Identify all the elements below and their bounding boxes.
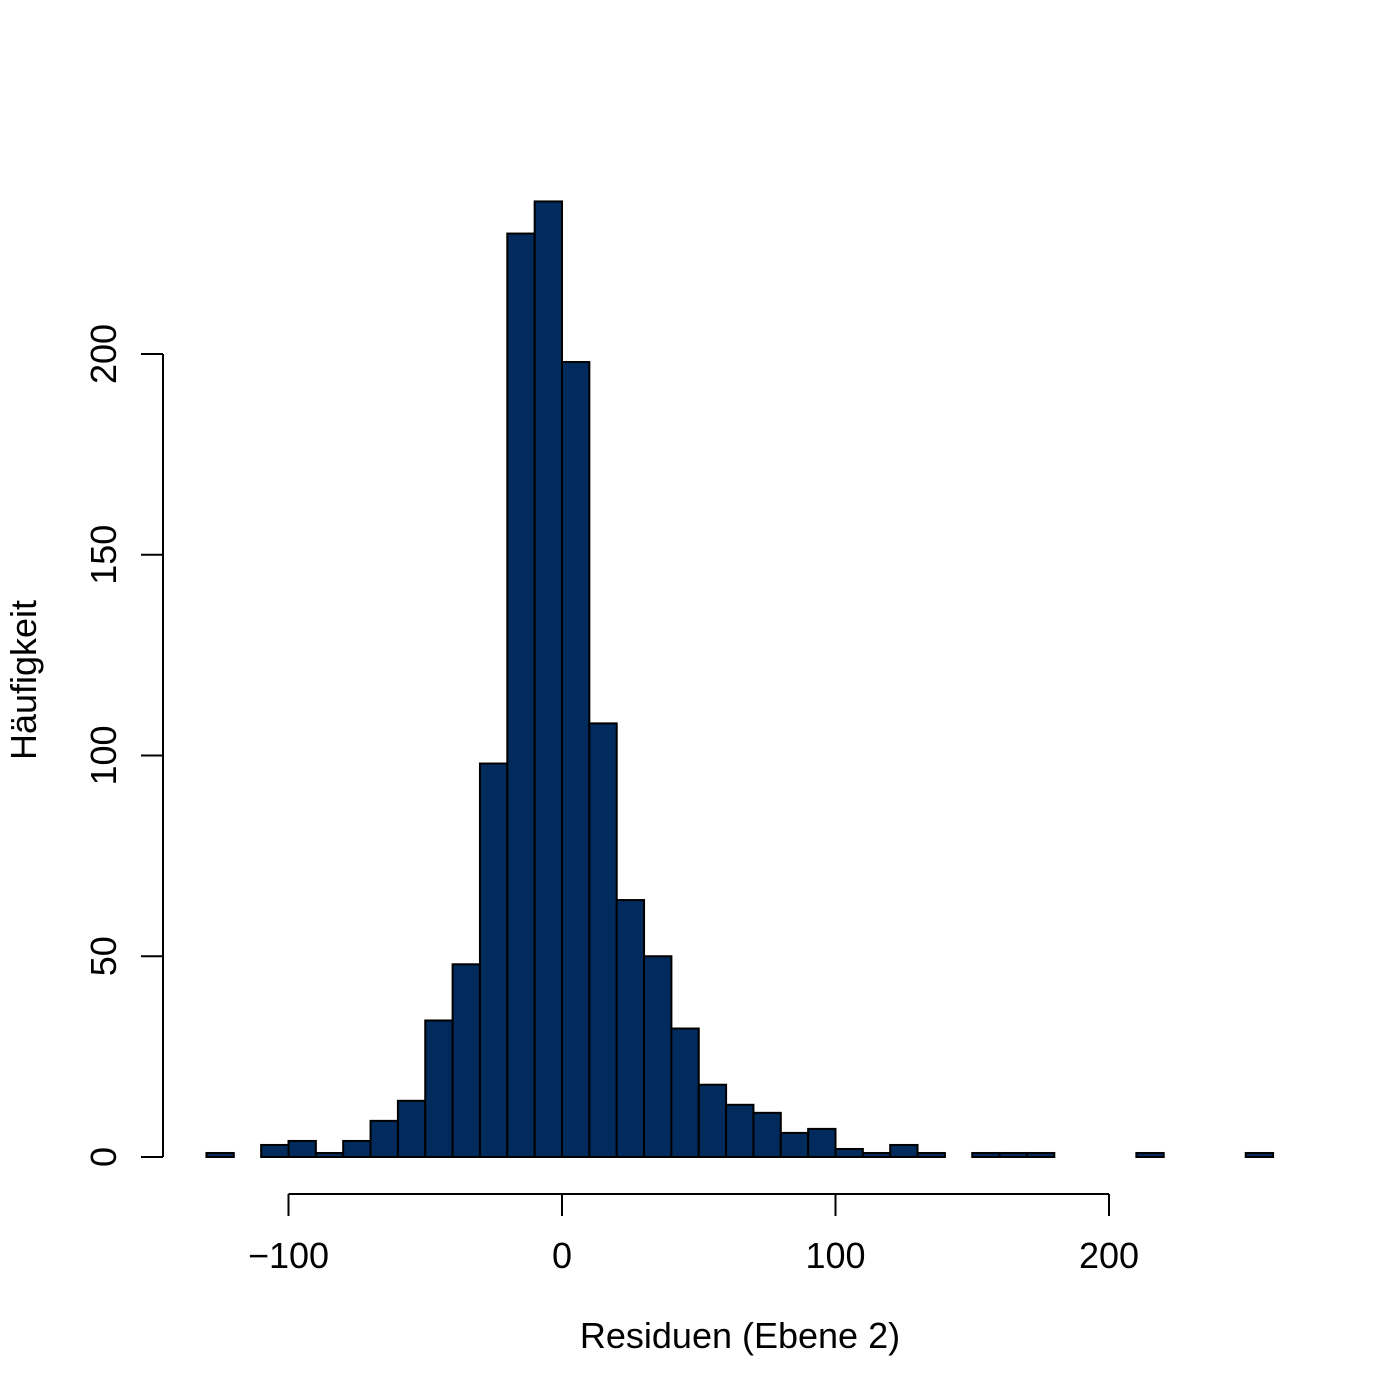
histogram-bar	[205, 1151, 235, 1158]
histogram-bar	[451, 963, 481, 1159]
histogram-bar	[998, 1151, 1028, 1158]
y-tick-label: 50	[83, 936, 124, 976]
histogram-bar	[615, 899, 646, 1158]
y-axis: 0 50 100 150 200	[83, 324, 164, 1167]
x-axis-title: Residuen (Ebene 2)	[580, 1315, 900, 1356]
histogram-bar	[424, 1019, 454, 1158]
histogram-bar	[342, 1139, 372, 1158]
histogram-bar	[588, 722, 618, 1158]
histogram-bar	[1244, 1151, 1275, 1158]
histogram-bar	[807, 1127, 837, 1159]
histogram-bar	[533, 200, 564, 1158]
histogram-bar	[861, 1151, 892, 1158]
histogram-bar	[396, 1099, 427, 1159]
y-axis-title: Häufigkeit	[3, 600, 44, 760]
histogram-bar	[971, 1151, 1001, 1158]
histogram-bar	[369, 1119, 399, 1158]
histogram-bar	[670, 1027, 700, 1159]
histogram-bar	[643, 955, 673, 1158]
histogram-bar	[314, 1151, 345, 1158]
histogram-bar	[889, 1143, 919, 1158]
x-tick-label: 0	[552, 1235, 572, 1276]
x-tick-label: 200	[1079, 1235, 1139, 1276]
x-axis: −100 0 100 200	[248, 1193, 1139, 1276]
x-tick-label: −100	[248, 1235, 329, 1276]
histogram-bar	[1025, 1151, 1056, 1158]
histogram-bar	[506, 232, 536, 1159]
histogram-bar	[1135, 1151, 1165, 1158]
histogram-bar	[561, 361, 591, 1158]
y-tick-label: 100	[83, 725, 124, 785]
histogram-bar	[725, 1103, 755, 1159]
histogram-bar	[834, 1147, 864, 1158]
y-tick-label: 200	[83, 324, 124, 384]
histogram-bar	[752, 1111, 782, 1158]
histogram-bar	[287, 1139, 317, 1158]
histogram-bars	[205, 200, 1275, 1159]
y-tick-label: 0	[83, 1147, 124, 1167]
histogram-bar	[697, 1083, 728, 1158]
histogram-bar	[260, 1143, 290, 1158]
histogram-bar	[478, 762, 509, 1159]
histogram-bar	[916, 1151, 946, 1158]
x-tick-label: 100	[805, 1235, 865, 1276]
y-tick-label: 150	[83, 525, 124, 585]
histogram-bar	[779, 1131, 810, 1159]
